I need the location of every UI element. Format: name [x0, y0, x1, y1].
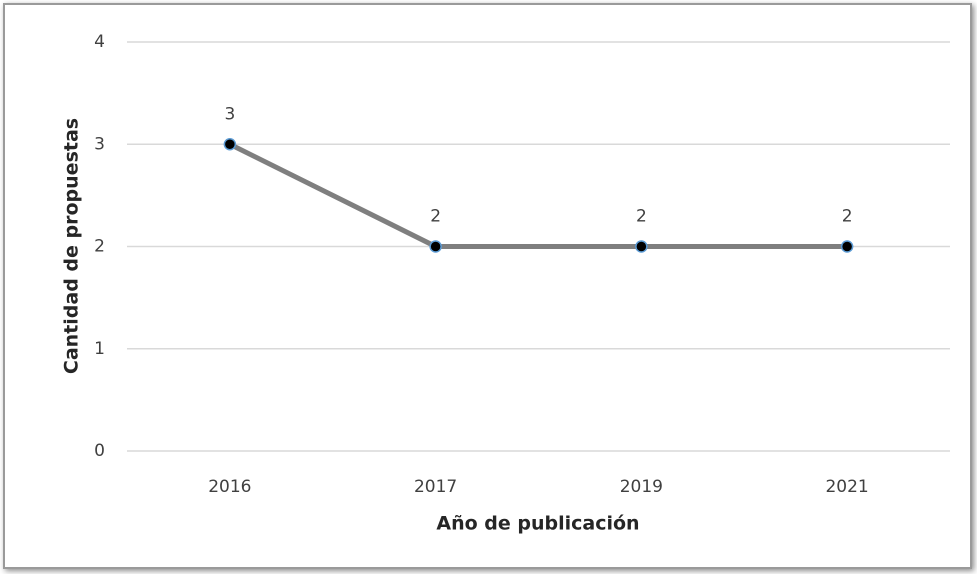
x-tick-label: 2021	[825, 477, 868, 497]
data-label: 3	[224, 104, 235, 124]
y-tick-label: 3	[94, 134, 105, 154]
data-label: 2	[430, 207, 441, 227]
y-tick-label: 2	[94, 237, 105, 257]
data-label: 2	[636, 207, 647, 227]
chart-frame	[3, 3, 972, 569]
y-axis-title: Cantidad de propuestas	[61, 118, 83, 374]
data-point	[635, 240, 648, 253]
data-line	[228, 142, 848, 249]
y-tick-label: 4	[94, 32, 105, 52]
y-tick-label: 0	[94, 441, 105, 461]
data-label: 2	[842, 207, 853, 227]
data-point	[840, 240, 854, 253]
data-point	[429, 240, 442, 253]
x-tick-label: 2017	[414, 477, 457, 497]
data-point	[223, 138, 237, 151]
x-tick-label: 2016	[208, 477, 251, 497]
y-tick-label: 1	[94, 339, 105, 359]
x-axis-title: Año de publicación	[436, 513, 639, 535]
x-tick-label: 2019	[620, 477, 663, 497]
